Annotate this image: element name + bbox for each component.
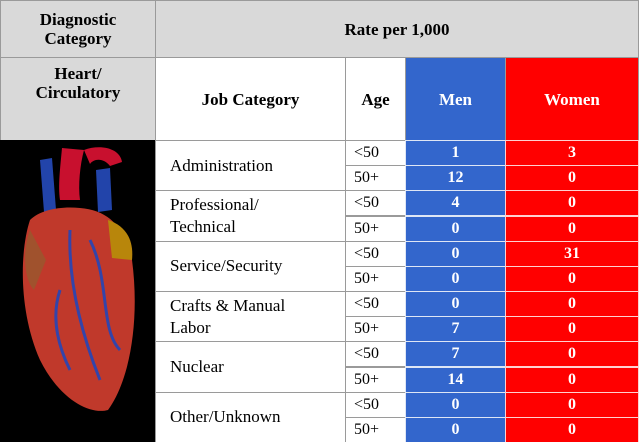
men-rate: 14 xyxy=(405,366,506,393)
job-header: Job Category xyxy=(155,57,346,141)
women-rate: 0 xyxy=(505,341,639,368)
age-group: <50 xyxy=(345,140,406,167)
women-rate: 0 xyxy=(505,165,639,192)
job-category: Professional/ Technical xyxy=(155,190,346,242)
diagnostic-category-header: Diagnostic Category xyxy=(0,0,156,58)
women-rate: 0 xyxy=(505,366,639,393)
men-rate: 12 xyxy=(405,165,506,192)
job-category: Other/Unknown xyxy=(155,391,346,442)
age-group: 50+ xyxy=(345,366,406,393)
age-group: <50 xyxy=(345,240,406,267)
men-rate: 0 xyxy=(405,291,506,318)
men-rate: 7 xyxy=(405,341,506,368)
age-group: 50+ xyxy=(345,265,406,292)
women-rate: 31 xyxy=(505,240,639,267)
women-rate: 0 xyxy=(505,215,639,242)
job-category: Administration xyxy=(155,140,346,192)
women-rate: 0 xyxy=(505,265,639,292)
men-rate: 0 xyxy=(405,265,506,292)
men-rate: 4 xyxy=(405,190,506,217)
men-rate: 1 xyxy=(405,140,506,167)
age-group: <50 xyxy=(345,291,406,318)
age-group: 50+ xyxy=(345,165,406,192)
heart-image xyxy=(0,140,156,442)
men-rate: 7 xyxy=(405,316,506,343)
job-category: Nuclear xyxy=(155,341,346,393)
men-rate: 0 xyxy=(405,215,506,242)
women-rate: 0 xyxy=(505,316,639,343)
women-header: Women xyxy=(505,57,639,141)
women-rate: 0 xyxy=(505,190,639,217)
age-group: <50 xyxy=(345,190,406,217)
age-group: 50+ xyxy=(345,316,406,343)
age-group: 50+ xyxy=(345,215,406,242)
women-rate: 3 xyxy=(505,140,639,167)
women-rate: 0 xyxy=(505,416,639,442)
age-group: <50 xyxy=(345,341,406,368)
women-rate: 0 xyxy=(505,391,639,418)
age-header: Age xyxy=(345,57,406,141)
age-group: 50+ xyxy=(345,416,406,442)
women-rate: 0 xyxy=(505,291,639,318)
men-rate: 0 xyxy=(405,240,506,267)
men-rate: 0 xyxy=(405,416,506,442)
category-header: Heart/ Circulatory xyxy=(0,57,156,141)
men-rate: 0 xyxy=(405,391,506,418)
job-category: Crafts & Manual Labor xyxy=(155,291,346,343)
age-group: <50 xyxy=(345,391,406,418)
men-header: Men xyxy=(405,57,506,141)
job-category: Service/Security xyxy=(155,240,346,292)
rate-header: Rate per 1,000 xyxy=(155,0,639,58)
